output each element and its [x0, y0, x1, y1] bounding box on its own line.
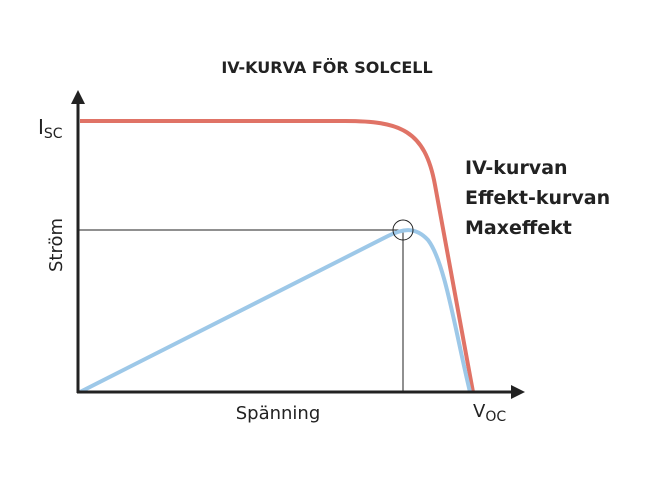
max-point — [392, 219, 414, 241]
legend-label: Effekt-kurvan — [465, 187, 610, 209]
legend-label: Maxeffekt — [465, 217, 572, 239]
x-arrow — [511, 385, 525, 399]
x-axis-label: Spänning — [236, 403, 321, 424]
legend-label: IV-kurvan — [465, 157, 568, 179]
legend: IV-kurvan Effekt-kurvan Maxeffekt — [465, 157, 610, 239]
iv-curve — [80, 119, 475, 393]
power-curve — [79, 228, 472, 394]
title: IV-KURVA FÖR SOLCELL — [221, 58, 432, 77]
y-arrow — [71, 90, 85, 104]
y-axis-label: Ström — [46, 218, 67, 272]
voc-label: VOC — [473, 401, 506, 425]
isc-label: ISC — [38, 115, 63, 142]
